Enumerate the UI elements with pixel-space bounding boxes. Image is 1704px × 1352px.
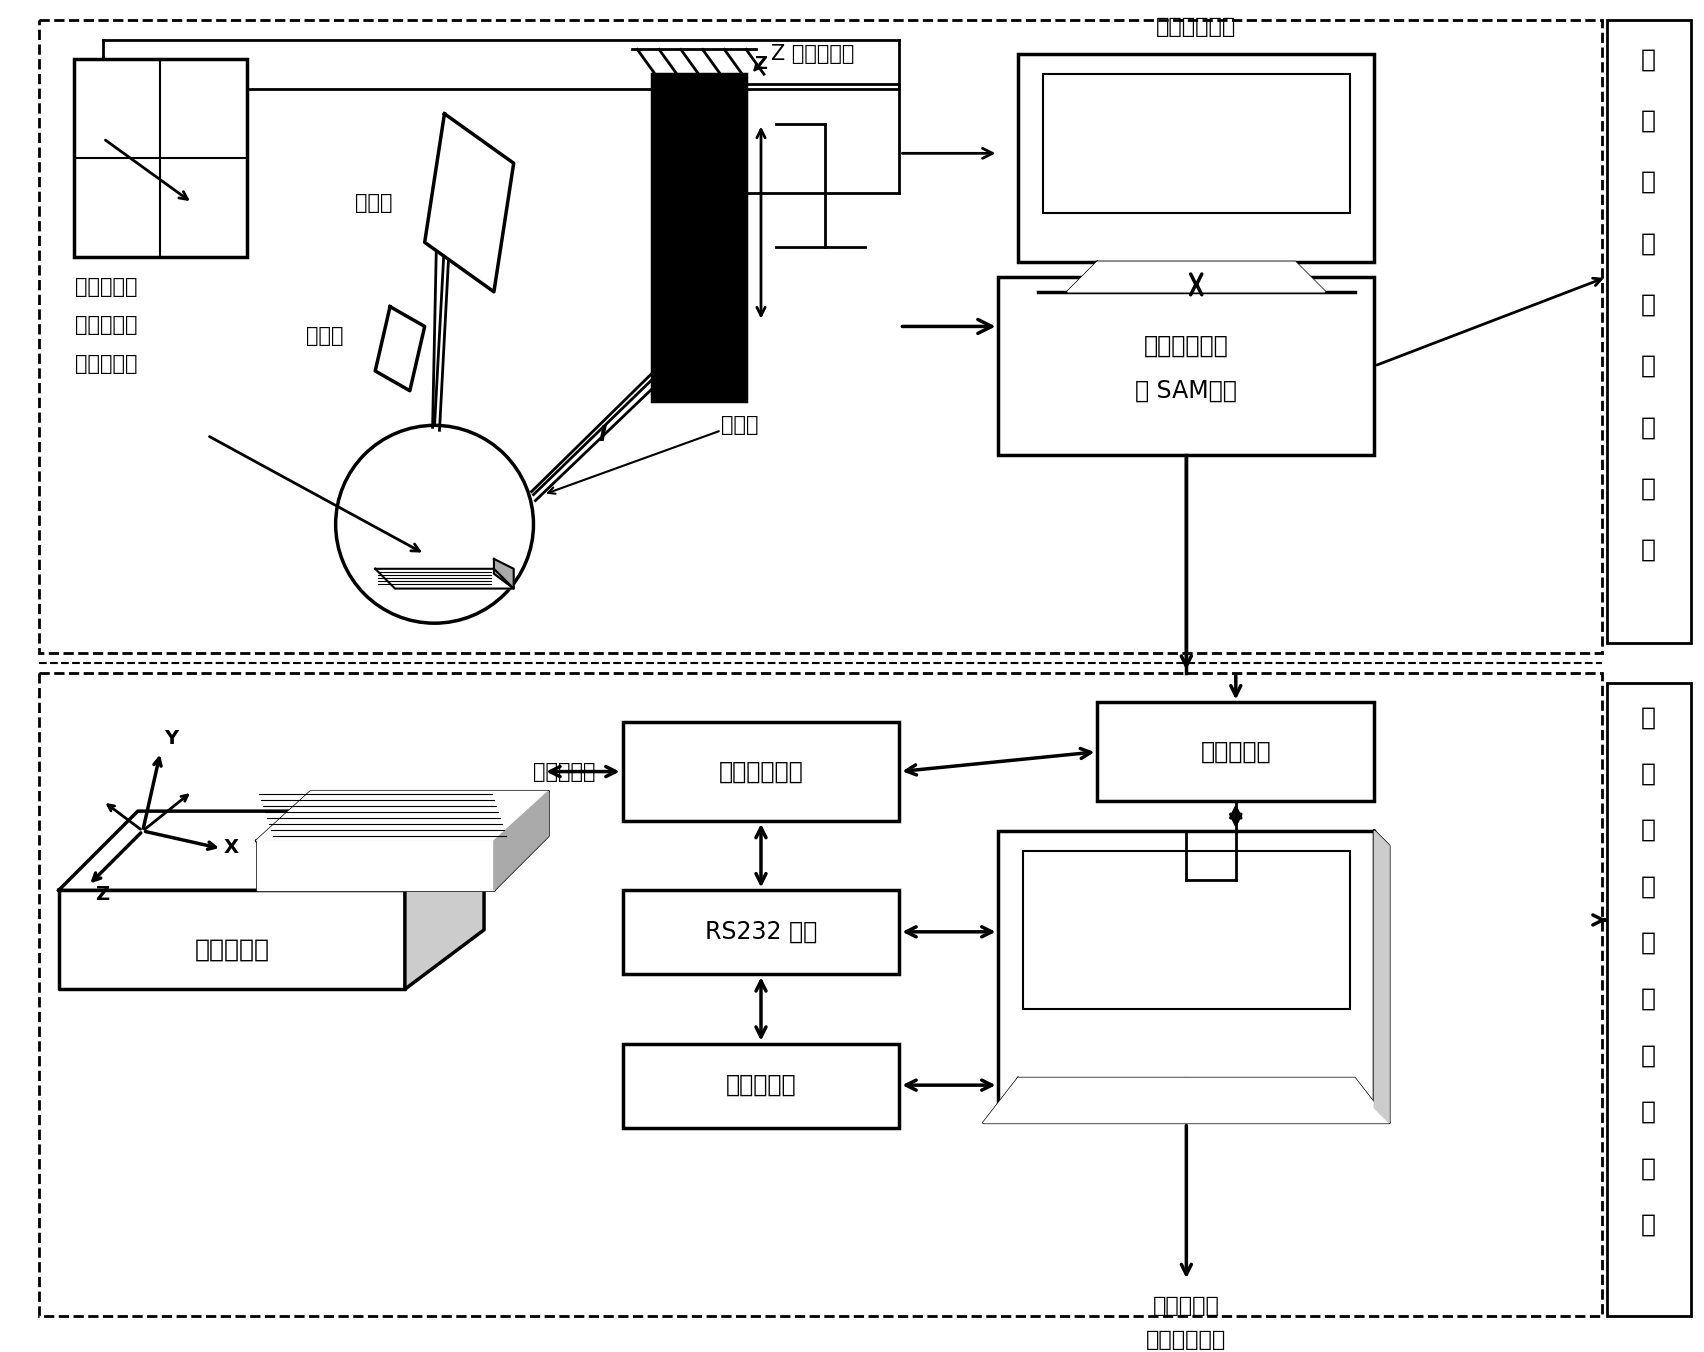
Polygon shape xyxy=(983,1079,1389,1122)
Text: 工: 工 xyxy=(1641,818,1656,842)
Bar xyxy=(1019,54,1375,262)
Text: 及: 及 xyxy=(1641,987,1656,1011)
Bar xyxy=(999,277,1375,456)
Text: Y: Y xyxy=(165,729,179,748)
Text: （四象限）: （四象限） xyxy=(75,277,138,297)
Text: 激光器: 激光器 xyxy=(356,193,394,212)
Polygon shape xyxy=(375,307,424,391)
Text: 显微镖控制器: 显微镖控制器 xyxy=(1143,334,1229,358)
Text: 及 SAM单元: 及 SAM单元 xyxy=(1135,379,1237,403)
Text: 作: 作 xyxy=(1641,875,1656,898)
Bar xyxy=(1097,702,1375,802)
Text: 维: 维 xyxy=(1641,761,1656,786)
Bar xyxy=(39,20,1602,653)
Text: 针: 针 xyxy=(1641,231,1656,256)
Bar xyxy=(1607,683,1690,1315)
Polygon shape xyxy=(58,811,484,890)
Polygon shape xyxy=(1375,831,1389,1122)
Text: 位置检测器: 位置检测器 xyxy=(75,315,138,334)
Text: 工作台控制: 工作台控制 xyxy=(1154,1295,1220,1315)
Text: I: I xyxy=(598,426,607,445)
Text: 台: 台 xyxy=(1641,930,1656,955)
Bar xyxy=(622,1044,900,1128)
Bar xyxy=(622,722,900,821)
Text: RS232 接口: RS232 接口 xyxy=(705,919,818,944)
Text: 三维工作台: 三维工作台 xyxy=(194,938,269,961)
Polygon shape xyxy=(494,791,549,890)
Text: 扫: 扫 xyxy=(1641,47,1656,72)
Bar xyxy=(1607,20,1690,644)
Text: 探: 探 xyxy=(1641,170,1656,193)
Text: 被加工样品: 被加工样品 xyxy=(533,761,596,781)
Polygon shape xyxy=(375,569,513,588)
Text: 描: 描 xyxy=(1641,108,1656,132)
Text: Z: Z xyxy=(755,55,767,73)
Text: 反射镖: 反射镖 xyxy=(307,326,344,346)
Polygon shape xyxy=(257,841,494,890)
Text: 显: 显 xyxy=(1641,292,1656,316)
Text: 统: 统 xyxy=(1641,538,1656,562)
Text: Z: Z xyxy=(95,886,109,904)
Text: 数据控制卡: 数据控制卡 xyxy=(1201,740,1271,764)
Text: 三: 三 xyxy=(1641,706,1656,729)
Polygon shape xyxy=(406,811,484,990)
Text: 微: 微 xyxy=(1641,354,1656,379)
Text: 系: 系 xyxy=(1641,1156,1656,1180)
Polygon shape xyxy=(257,791,549,841)
Text: 及主控计算机: 及主控计算机 xyxy=(1147,1330,1227,1351)
Polygon shape xyxy=(424,114,513,292)
Text: 系: 系 xyxy=(1641,477,1656,500)
Text: 显微镖计算机: 显微镖计算机 xyxy=(1155,16,1237,37)
Bar xyxy=(1022,850,1350,1009)
Text: 制: 制 xyxy=(1641,1101,1656,1124)
Bar xyxy=(653,74,746,400)
Polygon shape xyxy=(58,890,406,990)
Text: Z 向扫描陶管: Z 向扫描陶管 xyxy=(770,45,854,65)
Text: 金刚石探针: 金刚石探针 xyxy=(75,354,138,375)
Bar xyxy=(1043,74,1350,212)
Polygon shape xyxy=(494,558,513,588)
Bar xyxy=(999,831,1375,1107)
Text: 键盘及外设: 键盘及外设 xyxy=(726,1073,796,1096)
Bar xyxy=(39,673,1602,1315)
Polygon shape xyxy=(1068,262,1324,292)
Bar xyxy=(622,890,900,975)
Text: X: X xyxy=(223,838,239,857)
Text: 镜: 镜 xyxy=(1641,415,1656,439)
Text: 微悉臂: 微悉臂 xyxy=(721,415,758,435)
Text: 控: 控 xyxy=(1641,1044,1656,1068)
Bar xyxy=(73,59,247,257)
Text: 工作台控制器: 工作台控制器 xyxy=(719,760,803,784)
Text: 统: 统 xyxy=(1641,1213,1656,1237)
